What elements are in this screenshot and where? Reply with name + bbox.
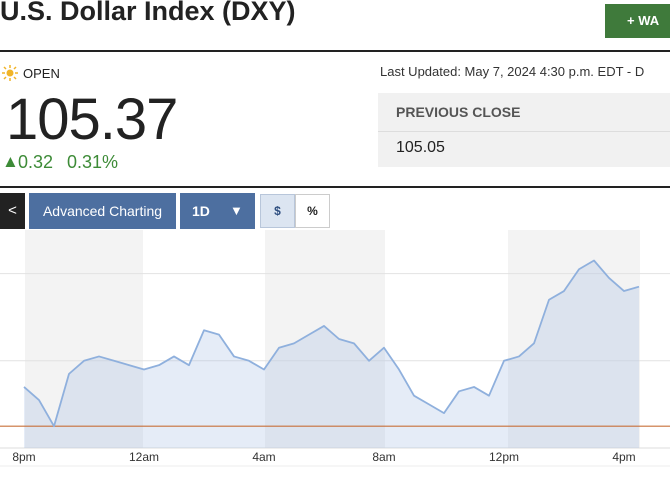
x-tick-label: 4pm [612,450,635,464]
area [24,260,639,448]
interval-value: 1D [192,203,210,219]
previous-close-box [378,93,670,167]
x-tick-label: 12pm [489,450,519,464]
dropdown-arrow: ▼ [230,203,243,218]
divider [0,50,670,52]
page-title: U.S. Dollar Index (DXY) [0,0,296,26]
x-tick-label: 8pm [12,450,35,464]
market-status: OPEN [23,66,60,81]
watch-button[interactable]: + WA [605,4,670,38]
price: 105.37 [6,87,178,152]
interval-dropdown[interactable] [180,193,255,229]
sun-icon [2,65,18,81]
session-band [265,230,385,448]
x-tick-label: 12am [129,450,159,464]
change-arrow: ▲ [2,152,19,171]
previous-close-label: PREVIOUS CLOSE [396,104,521,120]
divider [378,131,670,132]
change: 0.32 [18,152,54,172]
previous-close-value: 105.05 [396,139,445,156]
currency-toggle[interactable]: $ [260,194,295,228]
advanced-charting-button[interactable]: Advanced Charting [29,193,176,229]
chart: 8pm 12am 4am 8am 12pm 4pm [0,230,670,467]
back-button[interactable]: < [0,193,25,229]
percent-toggle[interactable]: % [295,194,330,228]
x-tick-label: 8am [372,450,395,464]
last-updated: Last Updated: May 7, 2024 4:30 p.m. EDT … [380,64,645,79]
price-line [23,259,640,428]
change-percent: 0.31% [67,152,119,172]
session-band [508,230,640,448]
x-tick-label: 4am [252,450,275,464]
divider [0,186,670,188]
